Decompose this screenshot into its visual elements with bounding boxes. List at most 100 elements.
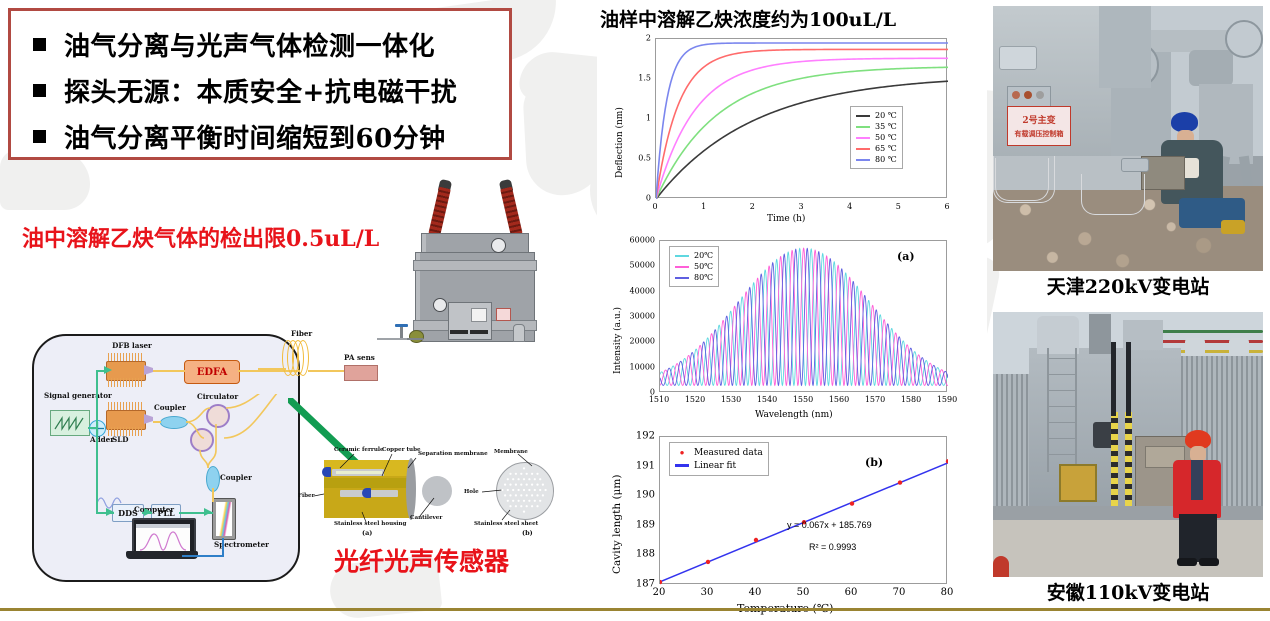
circulator-label: Circulator	[197, 392, 239, 401]
flange-photo	[1225, 20, 1263, 58]
x-tick-label: 40	[748, 587, 762, 598]
legend-label: 80℃	[694, 273, 714, 282]
red-object-photo	[993, 556, 1009, 577]
data-point	[801, 520, 807, 525]
drain-icon	[513, 324, 525, 342]
gauge-icon	[433, 298, 447, 312]
fiber-tip-upper-icon	[322, 467, 331, 477]
square-bullet-icon	[33, 37, 46, 51]
data-point	[897, 480, 903, 485]
separation-membrane-label: Separation membrane	[418, 451, 488, 457]
chart3-fit-equation: y = 0.067x + 185.769	[787, 520, 872, 530]
wire-pll-spectrometer	[179, 512, 213, 514]
computer-label: Computer	[134, 505, 175, 514]
sld-pigtail-icon	[144, 414, 153, 424]
legend-marker-line	[675, 464, 689, 467]
ceramic-ferrule-label: Ceramic ferrule	[334, 447, 384, 453]
photo-card-tianjin: 2号主变 有载调压控制箱 天津220kV变电站	[993, 6, 1263, 302]
membrane-label: Membrane	[494, 449, 528, 455]
data-point	[849, 501, 855, 506]
arrow-icon	[204, 508, 212, 516]
engineer-shirt	[1191, 460, 1203, 500]
y-tick-label: 2	[645, 33, 651, 43]
x-tick-label: 1590	[936, 395, 958, 404]
x-tick-label: 1	[701, 202, 707, 211]
warning-pole	[1125, 412, 1132, 552]
wire-to-dfb	[96, 370, 108, 372]
warning-plate-icon	[496, 308, 511, 321]
chart1-ylabel: Deflection (nm)	[615, 107, 625, 178]
y-tick-label: 40000	[629, 286, 655, 296]
separation-membrane-edge	[406, 458, 416, 520]
bullet-label: 探头无源：本质安全+抗电磁干扰	[64, 77, 458, 108]
wire-adder-down	[96, 427, 98, 512]
fiber-photoacoustic-sensor-figure: Ceramic ferrule Copper tube Separation m…	[296, 432, 596, 538]
dfb-laser-label: DFB laser	[112, 341, 152, 350]
worker-boot	[1221, 220, 1245, 234]
data-point	[753, 537, 759, 543]
wire-siggen-adder	[88, 427, 96, 429]
chart2-panel-tag: (a)	[897, 250, 915, 263]
computer-plot-icon	[136, 524, 190, 552]
modulation-waveform-icon	[96, 497, 122, 509]
busbar-green	[1143, 330, 1263, 333]
valve-pipe-icon	[395, 338, 423, 340]
fiber-sld-coupler	[153, 421, 161, 423]
gauge-icon	[491, 238, 506, 253]
legend-item: • Measured data	[675, 446, 763, 459]
square-bullet-icon	[33, 129, 46, 143]
cantilever-label: Cantilever	[410, 515, 443, 521]
fiber-routing-icon	[185, 394, 278, 469]
pa-sensor-icon	[344, 365, 378, 381]
detection-limit-headline: 油中溶解乙炔气体的检出限0.5uL/L	[22, 226, 380, 252]
engineer-face	[1190, 446, 1206, 462]
valve-wheel-icon	[395, 324, 408, 327]
panel-a-tag: (a)	[362, 529, 373, 537]
legend-label: Linear fit	[694, 460, 737, 471]
membrane-disc	[496, 462, 554, 520]
oil-conservator	[1037, 316, 1079, 354]
chart-deflection-vs-time: Deflection (nm) Time (h) 0 1 2 3 4 5 6 0 0.5 1 1.…	[597, 28, 987, 233]
x-tick-label: 1550	[792, 395, 814, 404]
charts-heading: 油样中溶解乙炔浓度约为100uL/L	[600, 9, 897, 31]
cable-bundle	[993, 156, 1055, 203]
housing-channel	[324, 478, 410, 488]
oil-line-icon	[377, 338, 407, 340]
legend-item: 50 ℃	[856, 132, 897, 143]
x-tick-label: 60	[844, 587, 858, 598]
spectrometer-slit-icon	[216, 502, 232, 536]
legend-label: 35 ℃	[875, 122, 897, 131]
fiber-coil-icon	[282, 340, 310, 376]
legend-label: 20 ℃	[875, 111, 897, 120]
wire-to-dds	[96, 512, 114, 514]
x-tick-label: 30	[700, 587, 714, 598]
chart3-fit-r2: R² = 0.9993	[809, 542, 857, 552]
signal-generator-label: Signal generator	[44, 391, 112, 400]
fiber-coupler-spectrometer	[212, 488, 214, 502]
chart1-curves	[656, 39, 948, 199]
photo-caption-tianjin: 天津220kV变电站	[1046, 276, 1210, 298]
y-tick-label: 189	[635, 519, 655, 531]
nameplate-icon	[471, 308, 487, 322]
fiber-dfb-edfa	[153, 370, 185, 372]
chart3-panel-tag: (b)	[865, 456, 884, 469]
chart3-ylabel: Cavity length (μm)	[611, 474, 623, 574]
engineer-shoe	[1199, 558, 1219, 566]
fiber-label: Fiber	[298, 493, 315, 499]
computer-keyboard-icon	[126, 551, 198, 559]
no-climb-sign	[1059, 464, 1097, 502]
legend-item: 80 ℃	[856, 154, 897, 165]
bullet-label: 油气分离平衡时间缩短到60分钟	[64, 123, 446, 154]
legend-swatch	[856, 125, 870, 128]
arrow-icon	[104, 366, 112, 374]
hv-lead	[1111, 342, 1116, 416]
arrow-icon	[106, 508, 114, 516]
tank-band	[413, 260, 537, 271]
sampling-valve-photo	[1121, 158, 1149, 172]
x-tick-label: 1510	[648, 395, 670, 404]
legend-item: Linear fit	[675, 459, 763, 472]
y-tick-label: 50000	[629, 260, 655, 270]
bullet-item: 油气分离与光声气体检测一体化	[33, 21, 509, 67]
membrane-leader-lines	[481, 453, 547, 521]
